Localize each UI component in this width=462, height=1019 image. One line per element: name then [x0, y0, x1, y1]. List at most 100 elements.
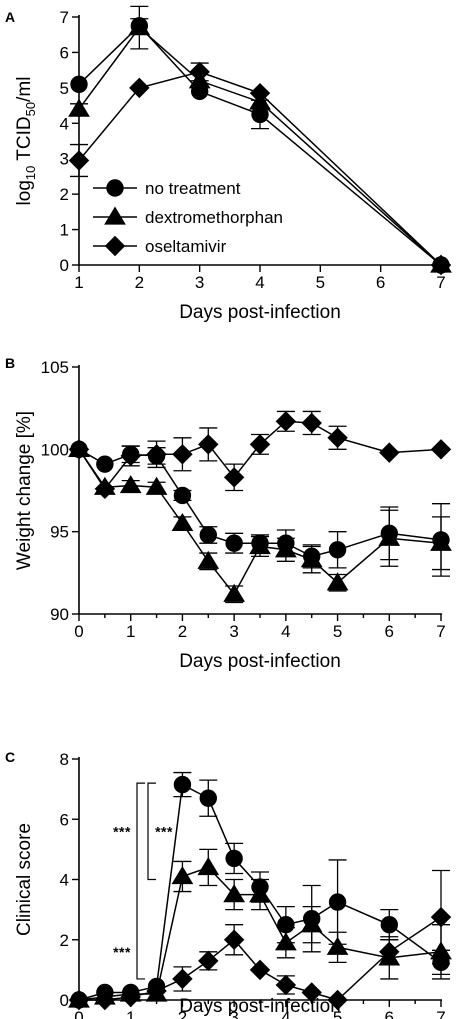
panel-b-data-point	[146, 444, 167, 465]
panel-c-series-oseltamivir	[68, 869, 452, 1011]
panel-b-data-point	[328, 541, 347, 559]
panel-b-letter: B	[5, 355, 15, 371]
panel-c-x-tick-label: 0	[74, 1008, 83, 1019]
panel-b-x-tick-label: 3	[229, 622, 238, 641]
panel-c-significance: *** *** ***	[113, 782, 173, 980]
panel-b-data-point	[96, 455, 114, 473]
panel-c-data-point	[225, 849, 243, 868]
panel-a-x-tick-label: 6	[376, 273, 385, 292]
panel-c-x-tick-label: 5	[333, 1008, 342, 1019]
significance-label: ***	[155, 823, 173, 839]
panel-b-data-point	[378, 527, 401, 546]
panel-a-y-axis-title-part: 50	[23, 102, 38, 116]
panel-b-y-axis-title: Weight change [%]	[14, 411, 35, 570]
panel-b-data-point	[120, 445, 141, 467]
panel-b-data-point	[300, 549, 323, 568]
panel-a-data-point	[249, 82, 271, 104]
panel-b-x-tick-label: 1	[126, 622, 135, 641]
panel-b-data-point	[249, 536, 271, 555]
panel-b-data-point	[225, 534, 243, 552]
panel-b-data-point	[430, 532, 452, 551]
panel-b-data-point	[301, 412, 322, 434]
panel-c-data-point	[68, 989, 90, 1011]
panel-c-data-point	[300, 914, 323, 933]
panel-b-data-point	[94, 478, 116, 500]
panel-c-x-tick-label: 7	[436, 1008, 445, 1019]
legend-label-oseltamivir: oseltamivir	[145, 237, 227, 256]
legend-marker-dextromethorphan	[104, 206, 126, 225]
panel-a-x-tick-label: 3	[195, 273, 204, 292]
panel-c-data-point	[171, 866, 194, 885]
panel-a-data-point	[70, 75, 88, 94]
panel-b-data-point	[199, 526, 217, 544]
panel-c-data-point	[198, 950, 219, 972]
panel-a-y-tick-label: 7	[60, 8, 69, 27]
panel-c-x-tick-label: 3	[229, 1008, 238, 1019]
panel-b-data-point	[68, 439, 90, 460]
panel-c-y-tick-label: 2	[60, 931, 69, 950]
panel-c-data-point	[380, 915, 398, 934]
panel-a-x-tick-label: 4	[255, 273, 264, 292]
panel-b-series-oseltamivir	[68, 410, 452, 500]
legend-label-dextromethorphan: dextromethorphan	[145, 208, 283, 227]
panel-b-series-line	[78, 448, 442, 596]
panel-a-series-oseltamivir	[68, 61, 452, 276]
panel-c-letter: C	[5, 749, 15, 765]
panel-a-data-point	[129, 77, 150, 99]
bracket-notreat-vs-dextro	[147, 782, 156, 881]
panel-c-x-tick-label: 1	[126, 1008, 135, 1019]
panel-c-data-point	[197, 856, 220, 876]
panel-a-y-axis-title-part: TCID	[14, 116, 35, 165]
panel-c-data-point	[326, 936, 349, 955]
panel-c-data-point	[328, 893, 347, 911]
panel-b-data-point	[119, 475, 142, 494]
panel-c-data-point	[199, 789, 217, 807]
panel-b-data-point	[145, 476, 168, 495]
panel-a-x-axis-title: Days post-infection	[179, 302, 341, 323]
panel-c-y-tick-label: 8	[60, 750, 69, 769]
panel-b-data-point	[379, 442, 400, 463]
bracket-notreat-vs-oselt	[136, 782, 145, 980]
legend-marker-no-treatment	[106, 179, 124, 197]
panel-c-data-point	[94, 989, 116, 1011]
panel-a-data-point	[189, 61, 210, 83]
panel-b-data-point	[327, 427, 348, 449]
panel-a-series-no-treatment	[70, 17, 450, 274]
panel-a-y-tick-label: 2	[60, 185, 69, 204]
panel-c-y-tick-label: 0	[60, 991, 69, 1010]
panel-b-data-point	[198, 434, 219, 455]
legend-marker-oseltamivir	[104, 235, 126, 257]
panel-a-y-axis-title-part: log	[14, 180, 35, 205]
panel-a-legend: no treatment dextromethorphan oseltamivir	[93, 179, 283, 257]
panel-b-x-tick-label: 0	[74, 622, 83, 641]
panel-a-y-tick-label: 0	[60, 256, 69, 275]
panel-c-data-point	[223, 929, 245, 950]
panel-a-y-axis-title: log10 TCID50/ml	[14, 77, 38, 206]
panel-a-x-tick-label: 2	[135, 273, 144, 292]
panel-a-series-dextromethorphan	[68, 5, 452, 273]
panel-c-data-point	[275, 974, 297, 996]
panel-c-data-point	[249, 884, 271, 903]
panel-b-data-point	[223, 467, 245, 488]
panel-c-x-axis-title: Days post-infection	[179, 996, 341, 1017]
panel-a-x-tick-label: 7	[436, 273, 445, 292]
panel-c-data-point	[120, 986, 141, 1008]
panel-c-y-tick-label: 4	[60, 871, 69, 890]
panel-a-data-point	[430, 254, 452, 276]
panel-b-x-tick-label: 6	[385, 622, 394, 641]
panel-a-y-axis-title-part: /ml	[14, 77, 35, 102]
panel-b-x-tick-label: 4	[281, 622, 290, 641]
panel-c-x-tick-label: 2	[178, 1008, 187, 1019]
panel-c-x-tick-label: 4	[281, 1008, 290, 1019]
panel-b-x-tick-label: 5	[333, 622, 342, 641]
panel-c-data-point	[146, 980, 167, 1002]
panel-a-series-line	[78, 24, 442, 266]
panel-a-y-tick-label: 5	[60, 79, 69, 98]
panel-a-x-tick-label: 1	[74, 273, 83, 292]
panel-a-letter: A	[5, 9, 15, 25]
panel-b: B 90 95 100 105 0 1 2 3 4 5 6 7 Days post-infection We…	[5, 355, 452, 672]
panel-b-y-tick-label: 95	[50, 523, 69, 542]
panel-b-data-point	[171, 512, 194, 532]
panel-c-y-axis-title: Clinical score	[14, 823, 35, 936]
panel-b-data-point	[274, 539, 297, 558]
